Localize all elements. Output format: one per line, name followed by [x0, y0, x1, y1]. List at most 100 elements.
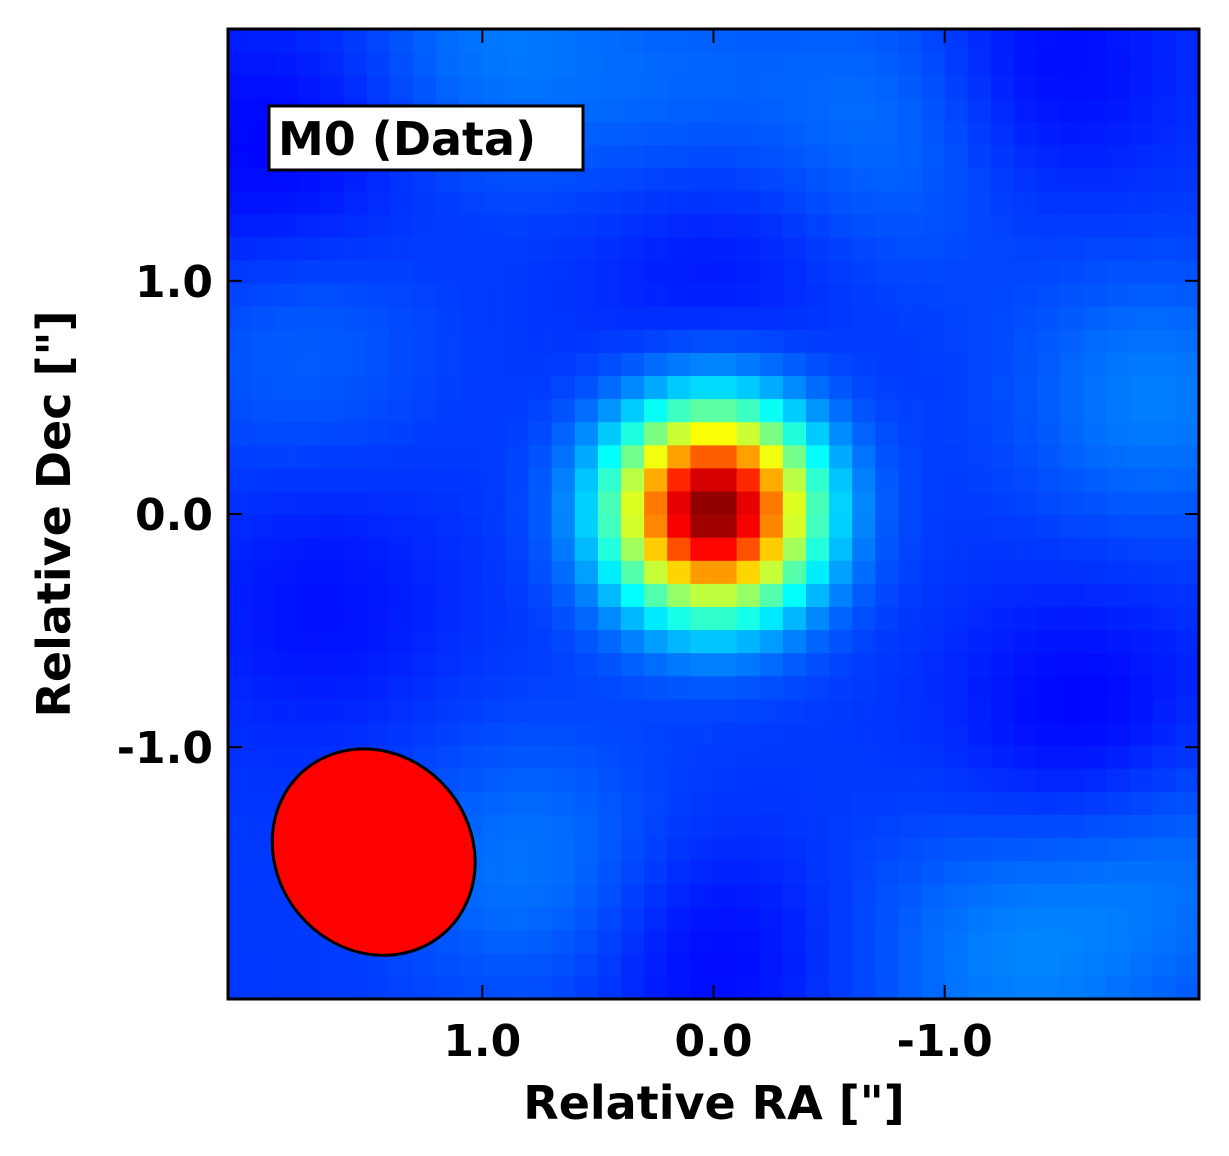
heatmap-cell — [412, 375, 437, 400]
heatmap-cell — [967, 213, 992, 238]
heatmap-cell — [412, 975, 437, 999]
heatmap-cell — [482, 375, 507, 400]
heatmap-cell — [1152, 860, 1177, 885]
heatmap-cell — [1129, 329, 1154, 353]
heatmap-cell — [829, 768, 853, 792]
heatmap-cell — [274, 537, 298, 561]
heatmap-cell — [412, 167, 437, 192]
heatmap-cell — [875, 906, 900, 931]
heatmap-cell — [412, 652, 437, 677]
heatmap-cell — [251, 398, 275, 423]
heatmap-cell — [967, 329, 992, 353]
heatmap-cell — [1129, 791, 1154, 815]
heatmap-cell — [921, 606, 946, 631]
heatmap-cell — [297, 259, 322, 284]
heatmap-cell — [228, 259, 252, 284]
heatmap-cell — [1175, 583, 1199, 607]
heatmap-cell — [389, 236, 414, 261]
heatmap-cell — [1106, 952, 1131, 977]
heatmap-cell — [875, 29, 900, 53]
heatmap-cell — [759, 98, 784, 122]
heatmap-cell — [343, 190, 368, 215]
heatmap-cell — [1106, 190, 1131, 215]
heatmap-cell — [1083, 52, 1108, 76]
heatmap-cell — [1060, 444, 1085, 469]
heatmap-cell — [805, 283, 830, 307]
heatmap-cell — [1106, 398, 1131, 423]
heatmap-cell — [505, 698, 530, 723]
heatmap-cell — [528, 190, 553, 215]
heatmap-cell — [274, 929, 298, 954]
heatmap-cell — [736, 283, 761, 307]
heatmap-cell — [644, 698, 668, 723]
heatmap-cell — [1083, 514, 1108, 538]
heatmap-cell — [251, 768, 275, 792]
heatmap-cell — [574, 837, 599, 862]
heatmap-cell — [1175, 860, 1199, 885]
heatmap-cell — [1014, 167, 1038, 192]
heatmap-cell — [1129, 814, 1154, 838]
heatmap-cell — [1083, 121, 1108, 146]
heatmap-cell — [644, 675, 668, 700]
heatmap-cell — [921, 121, 946, 146]
heatmap-cell — [528, 975, 553, 999]
heatmap-cell — [1083, 190, 1108, 215]
heatmap-cell — [898, 537, 923, 561]
heatmap-cell — [1014, 975, 1038, 999]
heatmap-cell — [944, 606, 969, 631]
heatmap-cell — [597, 537, 622, 561]
heatmap-cell — [875, 721, 900, 746]
heatmap-cell — [967, 675, 992, 700]
heatmap-cell — [921, 652, 946, 677]
heatmap-cell — [1129, 306, 1154, 330]
heatmap-cell — [1014, 236, 1038, 261]
x-tick-label: 0.0 — [675, 1016, 753, 1067]
heatmap-cell — [921, 29, 946, 53]
heatmap-cell — [528, 213, 553, 238]
heatmap-cell — [805, 537, 830, 561]
heatmap-cell — [1083, 259, 1108, 284]
heatmap-cell — [644, 444, 668, 469]
heatmap-cell — [1106, 883, 1131, 908]
heatmap-cell — [528, 929, 553, 954]
heatmap-cell — [667, 675, 691, 700]
heatmap-cell — [343, 629, 368, 654]
heatmap-cell — [274, 213, 298, 238]
heatmap-cell — [482, 75, 507, 99]
heatmap-cell — [574, 444, 599, 469]
heatmap-cell — [667, 444, 691, 469]
heatmap-cell — [898, 975, 923, 999]
heatmap-cell — [875, 837, 900, 862]
heatmap-cell — [990, 283, 1015, 307]
heatmap-cell — [389, 329, 414, 353]
heatmap-cell — [574, 190, 599, 215]
heatmap-cell — [805, 490, 830, 515]
heatmap-cell — [621, 444, 645, 469]
heatmap-cell — [412, 29, 437, 53]
heatmap-cell — [1014, 860, 1038, 885]
heatmap-cell — [482, 975, 507, 999]
heatmap-cell — [621, 698, 645, 723]
heatmap-cell — [366, 75, 391, 99]
heatmap-cell — [436, 283, 460, 307]
heatmap-cell — [1037, 698, 1061, 723]
heatmap-cell — [1152, 306, 1177, 330]
heatmap-cell — [505, 791, 530, 815]
heatmap-cell — [1060, 121, 1085, 146]
heatmap-cell — [1060, 906, 1085, 931]
heatmap-cell — [875, 236, 900, 261]
heatmap-cell — [274, 29, 298, 53]
heatmap-cell — [1129, 467, 1154, 492]
heatmap-cell — [944, 560, 969, 584]
heatmap-cell — [805, 259, 830, 284]
heatmap-cell — [690, 721, 715, 746]
heatmap-cell — [320, 306, 345, 330]
heatmap-cell — [1175, 490, 1199, 515]
heatmap-cell — [782, 144, 807, 169]
heatmap-cell — [528, 906, 553, 931]
heatmap-cell — [505, 768, 530, 792]
heatmap-cell — [898, 514, 923, 538]
heatmap-cell — [274, 236, 298, 261]
heatmap-cell — [852, 721, 876, 746]
heatmap-cell — [1152, 421, 1177, 446]
